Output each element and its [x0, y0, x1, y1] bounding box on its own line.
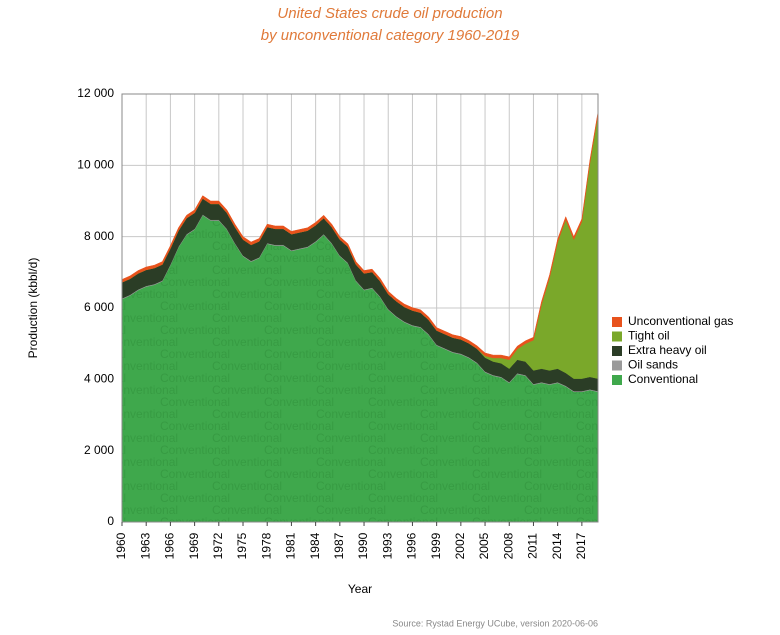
y-tick-label: 10 000 [77, 158, 114, 172]
chart-title: by unconventional category 1960-2019 [261, 27, 520, 44]
x-tick-label: 1996 [405, 532, 419, 559]
y-tick-label: 0 [107, 514, 114, 528]
legend-label: Oil sands [628, 358, 678, 372]
x-tick-label: 1972 [211, 532, 225, 559]
legend-swatch [612, 360, 622, 371]
legend-swatch [612, 346, 622, 356]
x-tick-label: 2005 [477, 532, 491, 559]
source-note: Source: Rystad Energy UCube, version 202… [392, 618, 598, 628]
y-tick-label: 4 000 [84, 372, 114, 386]
legend-swatch [612, 375, 622, 385]
x-tick-label: 1984 [308, 532, 322, 559]
x-tick-label: 2017 [574, 532, 588, 559]
x-tick-label: 1981 [284, 532, 298, 559]
legend-label: Extra heavy oil [628, 343, 707, 357]
y-tick-label: 6 000 [84, 300, 114, 314]
x-tick-label: 1969 [187, 532, 201, 559]
legend-swatch [612, 317, 622, 327]
area-texture [122, 215, 598, 522]
x-axis-title: Year [348, 582, 372, 596]
y-tick-label: 12 000 [77, 86, 114, 100]
x-tick-label: 2002 [453, 532, 467, 559]
x-tick-label: 1960 [114, 532, 128, 559]
legend-label: Conventional [628, 372, 698, 386]
y-tick-label: 8 000 [84, 229, 114, 243]
x-tick-label: 2014 [550, 532, 564, 559]
plot-border [121, 93, 599, 523]
x-tick-label: 1999 [429, 532, 443, 559]
x-tick-label: 1966 [163, 532, 177, 559]
x-tick-label: 1993 [380, 532, 394, 559]
chart-title: United States crude oil production [277, 5, 502, 22]
y-tick-label: 2 000 [84, 443, 114, 457]
plot-area [121, 93, 599, 523]
x-tick-label: 1975 [235, 532, 249, 559]
x-tick-label: 1990 [356, 532, 370, 559]
legend-label: Tight oil [628, 329, 670, 343]
x-tick-label: 2011 [526, 533, 540, 559]
y-axis-title: Production (kbbl/d) [26, 258, 40, 359]
legend-label: Unconventional gas [628, 314, 733, 328]
x-tick-label: 1987 [332, 532, 346, 559]
x-tick-label: 2008 [501, 532, 515, 559]
x-tick-label: 1963 [138, 532, 152, 559]
x-tick-label: 1978 [259, 532, 273, 559]
legend-swatch [612, 331, 622, 342]
